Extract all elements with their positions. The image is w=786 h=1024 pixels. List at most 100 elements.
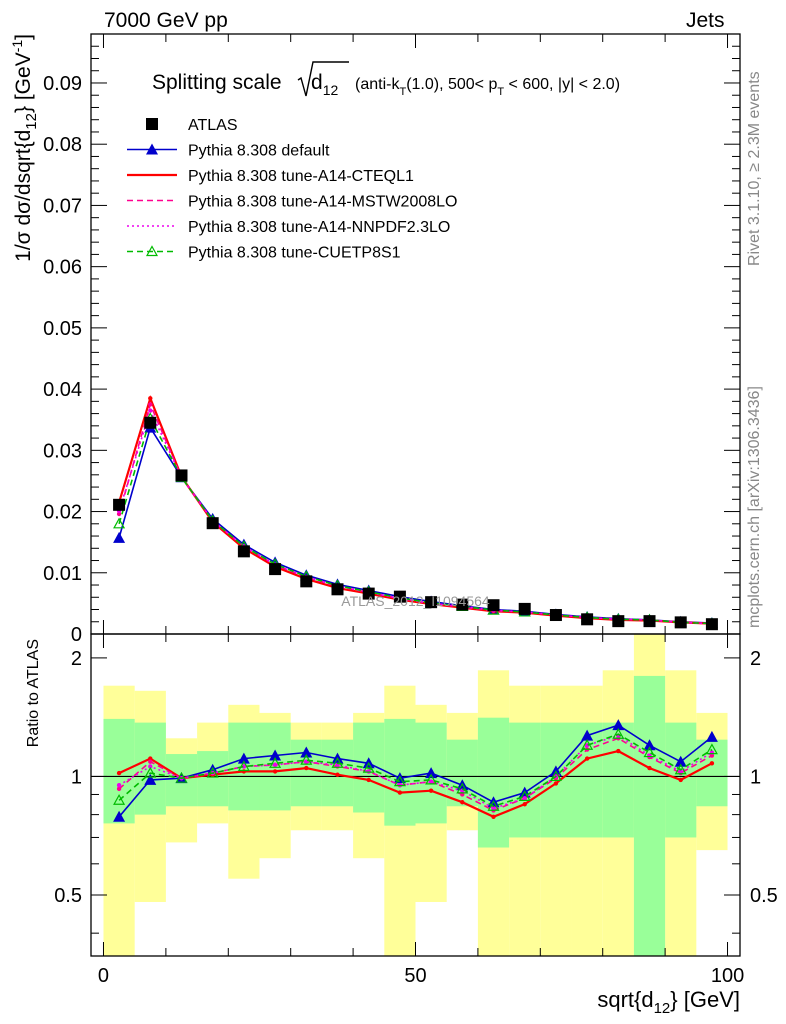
ratio-point-pythia-8-308-default bbox=[300, 746, 313, 758]
ratio-bands bbox=[103, 634, 728, 956]
ratio-point-pythia-8-308-tune-a14-mstw2008lo bbox=[148, 759, 153, 764]
ratio-point-pythia-8-308-tune-a14-cteql1 bbox=[272, 769, 278, 774]
ratio-point-pythia-8-308-tune-a14-cteql1 bbox=[148, 756, 153, 761]
analysis-watermark: ATLAS_2012_I1094564 bbox=[341, 593, 490, 609]
ratio-point-pythia-8-308-tune-a14-nnpdf2-3lo bbox=[241, 764, 247, 769]
ratio-line-pythia-8-308-default bbox=[118, 724, 713, 818]
ratio-point-pythia-8-308-default bbox=[269, 749, 282, 761]
ratio-point-pythia-8-308-tune-cuetp8s1 bbox=[581, 739, 594, 750]
top-y-tick-label: 0.04 bbox=[43, 379, 82, 401]
top-point-atlas bbox=[269, 563, 282, 576]
ratio-point-pythia-8-308-tune-cuetp8s1 bbox=[643, 746, 656, 758]
ratio-point-pythia-8-308-tune-a14-nnpdf2-3lo bbox=[116, 783, 122, 788]
ratio-point-pythia-8-308-default bbox=[425, 767, 438, 779]
top-point-atlas bbox=[393, 590, 406, 603]
top-y-tick-label: 0.02 bbox=[43, 502, 82, 524]
ratio-point-pythia-8-308-tune-a14-cteql1 bbox=[366, 777, 371, 783]
ratio-point-pythia-8-308-tune-cuetp8s1 bbox=[393, 775, 406, 787]
ratio-point-pythia-8-308-default bbox=[705, 730, 718, 742]
top-point-pythia-8-308-tune-a14-nnpdf2-3lo bbox=[148, 408, 153, 413]
ratio-point-pythia-8-308-tune-a14-cteql1 bbox=[428, 788, 434, 793]
ratio-point-pythia-8-308-tune-a14-cteql1 bbox=[584, 756, 590, 761]
ratio-point-pythia-8-308-tune-a14-mstw2008lo bbox=[116, 786, 122, 792]
ratio-point-pythia-8-308-tune-cuetp8s1 bbox=[705, 743, 718, 755]
ratio-point-pythia-8-308-tune-a14-nnpdf2-3lo bbox=[366, 769, 371, 774]
ratio-y-axis-title: Ratio to ATLAS bbox=[25, 639, 42, 747]
ratio-point-pythia-8-308-tune-a14-cteql1 bbox=[491, 814, 496, 819]
legend-label-pythia-8-308-tune-a14-cteql1: Pythia 8.308 tune-A14-CTEQL1 bbox=[188, 168, 414, 185]
top-y-tick-label: 0.05 bbox=[43, 318, 82, 340]
ratio-point-pythia-8-308-tune-cuetp8s1 bbox=[300, 753, 313, 765]
top-point-pythia-8-308-tune-a14-mstw2008lo bbox=[116, 511, 122, 517]
ratio-point-pythia-8-308-tune-a14-cteql1 bbox=[335, 772, 340, 777]
ratio-y-tick-label-left: 0.5 bbox=[54, 885, 82, 907]
ratio-point-pythia-8-308-tune-a14-cteql1 bbox=[616, 748, 621, 754]
top-point-atlas bbox=[331, 583, 344, 596]
top-point-atlas bbox=[456, 598, 469, 611]
ratio-point-pythia-8-308-default bbox=[144, 773, 157, 785]
ratio-point-pythia-8-308-tune-a14-cteql1 bbox=[522, 802, 527, 807]
top-y-tick-label: 0 bbox=[71, 624, 82, 646]
legend-label-pythia-8-308-tune-a14-mstw2008lo: Pythia 8.308 tune-A14-MSTW2008LO bbox=[188, 194, 457, 211]
top-y-tick-label: 0.08 bbox=[43, 134, 82, 156]
top-line-pythia-8-308-tune-a14-cteql1 bbox=[118, 394, 712, 625]
ratio-point-pythia-8-308-tune-a14-cteql1 bbox=[460, 800, 465, 805]
ratio-point-pythia-8-308-tune-cuetp8s1 bbox=[237, 760, 250, 772]
ratio-point-pythia-8-308-tune-a14-cteql1 bbox=[709, 761, 715, 766]
plot-title-suffix: (anti-kT(1.0), 500< pT < 600, |y| < 2.0) bbox=[355, 76, 620, 98]
ratio-point-pythia-8-308-default bbox=[113, 810, 126, 822]
ratio-point-pythia-8-308-tune-cuetp8s1 bbox=[518, 790, 531, 801]
x-axis-title: sqrt{d12} [GeV] bbox=[597, 987, 740, 1017]
ratio-point-pythia-8-308-tune-cuetp8s1 bbox=[206, 766, 219, 778]
top-point-atlas bbox=[425, 596, 438, 609]
ratio-y-tick-label-right: 2 bbox=[750, 648, 761, 670]
top-y-tick-label: 0.09 bbox=[43, 73, 82, 95]
ratio-y-tick-label-left: 1 bbox=[71, 766, 82, 788]
ratio-point-pythia-8-308-tune-cuetp8s1 bbox=[175, 771, 188, 783]
top-point-atlas bbox=[237, 545, 250, 558]
top-point-atlas bbox=[300, 575, 313, 588]
top-y-tick-label: 0.07 bbox=[43, 195, 82, 217]
top-point-atlas bbox=[518, 602, 531, 615]
ratio-point-pythia-8-308-tune-a14-cteql1 bbox=[397, 790, 403, 795]
x-tick-label: 100 bbox=[711, 965, 744, 987]
ratio-y-tick-label-left: 2 bbox=[71, 648, 82, 670]
top-point-atlas bbox=[549, 609, 562, 622]
top-y-tick-label: 0.03 bbox=[43, 440, 82, 462]
sqrt-symbol bbox=[297, 61, 349, 97]
top-point-atlas bbox=[705, 618, 718, 631]
ratio-line-pythia-8-308-tune-a14-cteql1 bbox=[118, 749, 713, 818]
top-point-pythia-8-308-default bbox=[113, 531, 126, 543]
top-point-atlas bbox=[206, 517, 219, 530]
ratio-point-pythia-8-308-tune-cuetp8s1 bbox=[487, 800, 500, 811]
ratio-point-pythia-8-308-default bbox=[237, 752, 250, 764]
ratio-point-pythia-8-308-tune-cuetp8s1 bbox=[331, 757, 344, 768]
legend-label-pythia-8-308-default: Pythia 8.308 default bbox=[188, 143, 330, 160]
mcplots-label: mcplots.cern.ch [arXiv:1306.3436] bbox=[746, 386, 763, 628]
ratio-point-pythia-8-308-default bbox=[643, 739, 656, 751]
ratio-point-pythia-8-308-tune-cuetp8s1 bbox=[144, 766, 157, 778]
legend-marker-pythia-8-308-default bbox=[146, 143, 158, 155]
ratio-point-pythia-8-308-tune-cuetp8s1 bbox=[674, 763, 687, 775]
ratio-point-pythia-8-308-tune-a14-nnpdf2-3lo bbox=[428, 779, 434, 784]
top-y-tick-label: 0.01 bbox=[43, 563, 82, 585]
ratio-point-pythia-8-308-tune-a14-nnpdf2-3lo bbox=[272, 762, 278, 768]
ratio-point-pythia-8-308-default bbox=[612, 719, 625, 731]
legend-label-pythia-8-308-tune-cuetp8s1: Pythia 8.308 tune-CUETP8S1 bbox=[188, 245, 401, 262]
legend-label-pythia-8-308-tune-a14-nnpdf2-3lo: Pythia 8.308 tune-A14-NNPDF2.3LO bbox=[188, 219, 450, 236]
top-point-atlas bbox=[175, 469, 188, 482]
ratio-point-pythia-8-308-tune-cuetp8s1 bbox=[113, 794, 126, 805]
legend-marker-pythia-8-308-tune-cuetp8s1 bbox=[145, 245, 159, 257]
ratio-point-pythia-8-308-tune-cuetp8s1 bbox=[362, 761, 375, 773]
top-point-atlas bbox=[362, 587, 375, 600]
top-point-atlas bbox=[612, 615, 625, 628]
ratio-point-pythia-8-308-default bbox=[674, 755, 687, 767]
plot-title-prefix: Splitting scale bbox=[152, 71, 282, 94]
ratio-point-pythia-8-308-tune-a14-cteql1 bbox=[116, 770, 122, 776]
ratio-line-pythia-8-308-tune-a14-nnpdf2-3lo bbox=[118, 734, 713, 810]
ratio-line-pythia-8-308-tune-cuetp8s1 bbox=[118, 733, 713, 808]
header-left: 7000 GeV pp bbox=[104, 9, 228, 32]
top-point-pythia-8-308-tune-cuetp8s1 bbox=[113, 517, 126, 529]
stat-uncertainty-band bbox=[509, 722, 541, 838]
